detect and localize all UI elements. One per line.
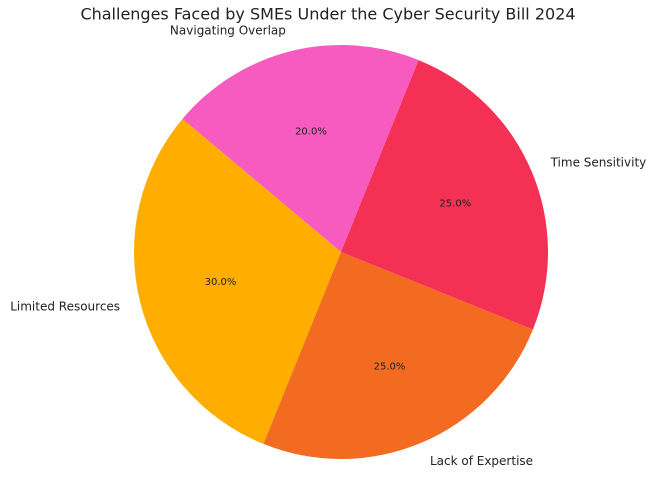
slice-label: Lack of Expertise — [430, 454, 533, 468]
value-label: 20.0% — [295, 126, 327, 137]
value-label: 25.0% — [439, 198, 471, 209]
pie-slice — [182, 44, 419, 253]
value-label: 25.0% — [374, 361, 406, 372]
slice-label: Navigating Overlap — [170, 24, 286, 38]
chart-title: Challenges Faced by SMEs Under the Cyber… — [80, 5, 575, 24]
slice-label: Limited Resources — [10, 300, 120, 314]
pie-slice — [133, 118, 341, 444]
pie-slice — [263, 252, 533, 459]
pie-slice — [341, 60, 548, 330]
value-label: 30.0% — [205, 277, 237, 288]
slice-label: Time Sensitivity — [550, 156, 647, 170]
